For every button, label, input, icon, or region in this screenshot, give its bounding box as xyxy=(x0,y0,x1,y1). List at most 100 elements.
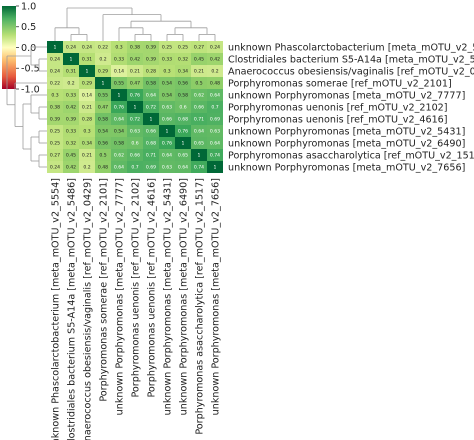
heatmap-cell xyxy=(111,41,127,53)
heatmap-cell xyxy=(159,101,175,113)
cell-value-label: 0.7 xyxy=(131,165,138,171)
cell-value-label: 0.45 xyxy=(66,153,76,159)
heatmap-cell xyxy=(207,89,223,101)
cell-value-label: 0.33 xyxy=(66,93,76,99)
heatmap-cell xyxy=(63,125,79,137)
heatmap-cell xyxy=(207,53,223,65)
column-label: Anaerococcus obesiensis/vaginalis [ref_m… xyxy=(82,178,93,440)
heatmap-cell xyxy=(111,149,127,161)
heatmap-cell xyxy=(79,89,95,101)
heatmap-cell xyxy=(175,149,191,161)
cell-value-label: 0.31 xyxy=(66,69,76,75)
heatmap-cell xyxy=(79,65,95,77)
row-label: unknown Porphyromonas [meta_mOTU_v2_5431… xyxy=(228,126,465,137)
cell-value-label: 0.28 xyxy=(82,117,92,123)
heatmap-cells: 1 0.24 0.24 0.22 0.3 0.38 0.39 0.25 0.25 0.27 0.24… xyxy=(47,41,223,173)
cell-value-label: 0.25 xyxy=(50,129,60,135)
heatmap-cell xyxy=(111,125,127,137)
heatmap-cell xyxy=(191,41,207,53)
heatmap-cell xyxy=(127,125,143,137)
heatmap-cell xyxy=(127,113,143,125)
cell-value-label: 0.3 xyxy=(163,69,170,75)
cell-value-label: 0.62 xyxy=(194,93,204,99)
cell-value-label: 0.69 xyxy=(210,117,220,123)
cell-value-label: 0.39 xyxy=(146,45,156,51)
heatmap-cell xyxy=(191,89,207,101)
heatmap-cell xyxy=(159,149,175,161)
heatmap-cell xyxy=(207,149,223,161)
heatmap-cell xyxy=(111,89,127,101)
cell-value-label: 0.25 xyxy=(162,45,172,51)
cell-value-label: 0.76 xyxy=(178,129,188,135)
cell-value-label: 0.24 xyxy=(66,45,76,51)
cell-value-label: 0.58 xyxy=(178,93,188,99)
cell-value-label: 0.64 xyxy=(210,141,220,147)
heatmap-cell xyxy=(143,53,159,65)
row-label: Porphyromonas asaccharolytica [ref_mOTU_… xyxy=(228,150,474,161)
cell-value-label: 0.68 xyxy=(146,141,156,147)
heatmap-cell xyxy=(79,149,95,161)
cell-value-label: 0.63 xyxy=(162,165,172,171)
heatmap-cell xyxy=(127,41,143,53)
cell-value-label: 0.24 xyxy=(82,45,92,51)
cell-value-label: 0.58 xyxy=(114,141,124,147)
heatmap-cell xyxy=(79,77,95,89)
cell-value-label: 0.39 xyxy=(50,117,60,123)
cell-value-label: 1 xyxy=(86,69,89,75)
cell-value-label: 0.48 xyxy=(98,165,108,171)
heatmap-cell xyxy=(127,149,143,161)
heatmap-cell xyxy=(79,53,95,65)
cell-value-label: 0.76 xyxy=(114,105,124,111)
colorbar-gradient xyxy=(2,6,16,89)
colorbar-tick-label: -1.0 xyxy=(21,84,40,95)
heatmap-cell xyxy=(63,149,79,161)
cell-value-label: 0.21 xyxy=(82,105,92,111)
heatmap-cell xyxy=(63,101,79,113)
row-label: unknown Phascolarctobacterium [meta_mOTU… xyxy=(228,42,474,53)
column-label: Porphyromonas asaccharolytica [ref_mOTU_… xyxy=(194,178,205,435)
cell-value-label: 0.47 xyxy=(130,81,140,87)
cell-value-label: 0.24 xyxy=(210,45,220,51)
heatmap-cell xyxy=(47,77,63,89)
column-label: unknown Phascolarctobacterium [meta_mOTU… xyxy=(50,178,61,440)
row-label: unknown Porphyromonas [meta_mOTU_v2_7656… xyxy=(228,162,465,173)
cell-value-label: 0.7 xyxy=(211,105,218,111)
colorbar-tick-label: 0.5 xyxy=(21,22,36,33)
cell-value-label: 0.32 xyxy=(66,141,76,147)
heatmap-cell xyxy=(79,113,95,125)
heatmap-cell xyxy=(207,161,223,173)
heatmap-cell xyxy=(143,77,159,89)
cell-value-label: 0.42 xyxy=(66,105,76,111)
cell-value-label: 0.66 xyxy=(130,153,140,159)
heatmap-cell xyxy=(63,77,79,89)
heatmap-cell xyxy=(159,161,175,173)
column-dendrogram xyxy=(54,7,216,41)
heatmap-cell xyxy=(159,113,175,125)
heatmap-cell xyxy=(159,65,175,77)
row-label: unknown Porphyromonas [meta_mOTU_v2_7777… xyxy=(228,90,465,101)
cell-value-label: 0.14 xyxy=(82,93,92,99)
heatmap-cell xyxy=(191,149,207,161)
heatmap-cell xyxy=(95,113,111,125)
cell-value-label: 0.24 xyxy=(50,165,60,171)
cell-value-label: 0.32 xyxy=(178,57,188,63)
heatmap-cell xyxy=(63,137,79,149)
heatmap-cell xyxy=(47,101,63,113)
cell-value-label: 0.21 xyxy=(82,153,92,159)
heatmap-cell xyxy=(143,161,159,173)
heatmap-cell xyxy=(191,125,207,137)
column-label: Porphyromonas somerae [ref_mOTU_v2_2101] xyxy=(98,178,109,402)
heatmap-cell xyxy=(175,89,191,101)
cell-value-label: 0.22 xyxy=(50,81,60,87)
cell-value-label: 0.27 xyxy=(194,45,204,51)
heatmap-cell xyxy=(111,161,127,173)
row-label: Porphyromonas uenonis [ref_mOTU_v2_2102] xyxy=(228,102,448,113)
cell-value-label: 0.29 xyxy=(82,81,92,87)
heatmap-cell xyxy=(127,65,143,77)
cell-value-label: 0.45 xyxy=(194,57,204,63)
colorbar: 1.0 0.5 0.0 -0.5 -1.0 xyxy=(2,1,40,95)
cell-value-label: 0.28 xyxy=(146,69,156,75)
column-label: Porphyromonas uenonis [ref_mOTU_v2_4616] xyxy=(146,178,157,398)
heatmap-cell xyxy=(111,137,127,149)
cell-value-label: 0.62 xyxy=(114,153,124,159)
